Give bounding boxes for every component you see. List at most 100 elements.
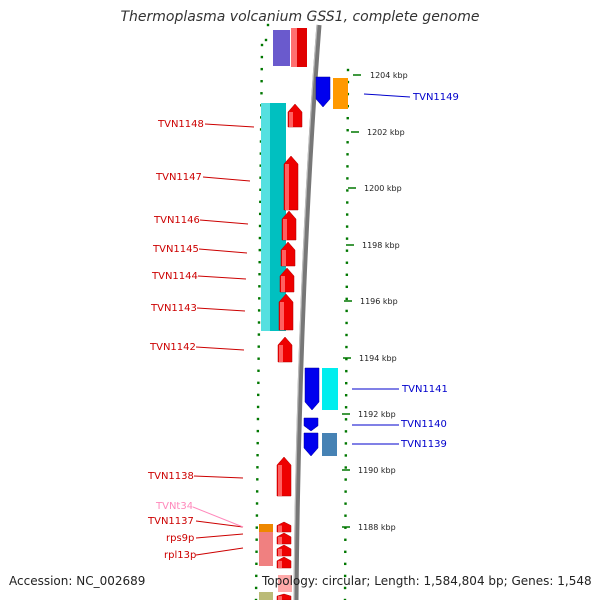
forward-gene-shade [279,345,283,362]
guide-dot [258,297,261,300]
label-rpl13p: rpl13p [164,550,196,561]
guide-dot [257,369,260,372]
guide-dot [256,478,259,481]
leader-line [197,275,247,280]
guide-dot [256,429,260,433]
guide-dot [260,43,264,47]
scale-label-1200: 1200 kbp [364,184,402,193]
guide-dot [345,333,348,337]
guide-dot [345,381,348,385]
guide-dot [344,550,347,554]
reverse-gene-block-orange [333,78,348,109]
guide-dot [259,176,262,179]
label-tvn1139: TVN1139 [400,439,447,450]
scale-label-1190: 1190 kbp [358,466,396,475]
guide-dot [344,478,347,481]
guide-dot [257,333,261,336]
forward-gene-shade [282,250,286,266]
label-tvn1137: TVN1137 [147,516,194,527]
guide-dot [258,260,261,264]
leader-line [202,176,251,182]
guide-dot [255,514,259,517]
forward-gene-shade [283,219,287,240]
forward-gene-shade [281,276,285,292]
forward-gene-shade [278,536,282,544]
guide-dot [345,213,349,216]
reverse-label-group: TVN1149 TVN1141 TVN1140 TVN1139 [400,92,459,450]
guide-dot [343,586,347,590]
accession-label: Accession: NC_002689 [9,574,146,588]
guide-dot [255,526,258,529]
guide-dot [255,490,259,493]
guide-dot [255,574,258,578]
guide-dot [344,394,348,397]
leader-line [204,123,255,128]
guide-dot [346,141,349,144]
guide-dot [346,68,350,72]
scale-ticks [342,74,361,528]
label-tvn1144: TVN1144 [151,271,198,282]
guide-dot [260,55,264,59]
scale-label-1188: 1188 kbp [358,523,396,532]
guide-dot [345,369,348,373]
reverse-gene-arrow [303,417,319,432]
guide-dot [346,165,349,168]
operon-block-reverse-steel [322,433,337,456]
guide-dot [256,454,259,457]
guide-dot [344,406,348,409]
map-title: Thermoplasma volcanium GSS1, complete ge… [120,9,480,25]
operon-block-bottom-partial [259,592,273,600]
scale-label-1198: 1198 kbp [362,241,400,250]
guide-dot [345,309,348,313]
guide-dot [254,586,258,590]
label-tvnt34: TVNt34 [155,501,193,512]
guide-dot [257,309,261,312]
leader-line-rna [192,506,244,528]
forward-gene-shade [278,465,282,496]
guide-dot [258,285,261,288]
leader-line [198,248,248,254]
guide-dot [257,345,260,348]
forward-gene-shade [278,548,282,556]
guide-dot [257,321,261,324]
guide-dot [345,261,349,264]
leader-line [195,547,244,556]
guide-dot [255,502,259,505]
guide-dot [346,189,349,192]
guide-dot [345,273,349,276]
leader-line [196,307,246,312]
operon-block-reverse [322,368,338,410]
guide-dot [343,598,347,600]
reverse-gene-arrow [304,367,320,411]
label-tvn1146: TVN1146 [153,215,200,226]
guide-dot [260,92,263,95]
guide-dot [344,502,347,505]
forward-gene-shade [289,112,293,127]
scale-label-1196: 1196 kbp [360,297,398,306]
genome-backbone [293,24,322,600]
guide-dot [346,177,349,180]
genome-backbone-highlight [293,24,318,600]
forward-gene-shade [278,560,282,568]
forward-gene-shade [278,596,282,600]
guide-dot [258,248,261,252]
guide-dot [346,129,349,132]
guide-dot [344,538,347,541]
guide-dot [256,417,260,421]
guide-dot [259,152,263,155]
guide-dot [344,418,348,421]
guide-dot [256,441,259,445]
label-tvn1138: TVN1138 [147,471,194,482]
guide-dot [345,285,348,289]
guide-dot [259,140,263,143]
guide-dot [258,212,262,216]
forward-gene-shade [278,525,282,532]
dotted-guides [254,23,350,600]
gene-block-top-shade [291,28,297,67]
guide-dot [344,430,348,433]
guide-dot [264,38,268,42]
leader-line [199,219,249,225]
guide-dot [254,598,258,600]
reverse-gene-arrow [303,432,319,457]
